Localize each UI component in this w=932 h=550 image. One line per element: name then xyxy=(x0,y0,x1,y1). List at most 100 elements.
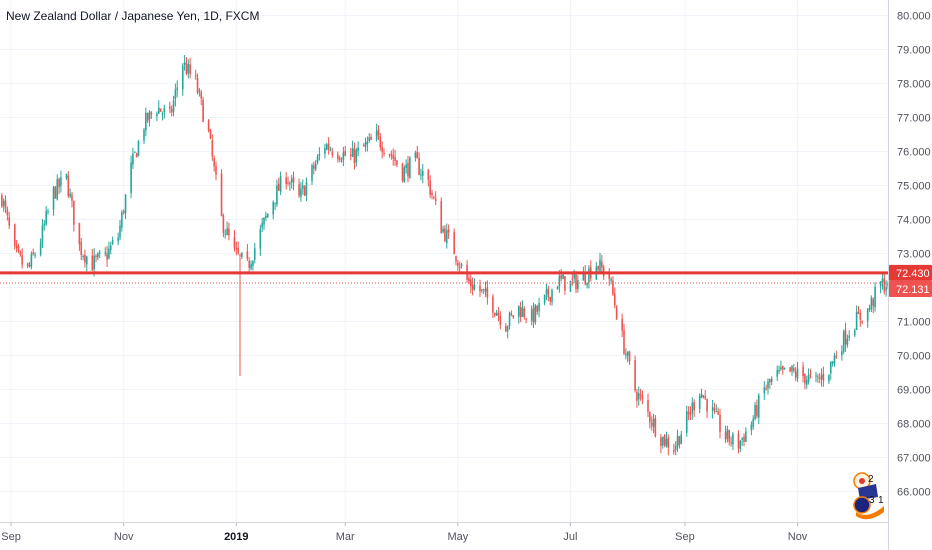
candle-body xyxy=(793,368,795,371)
candle-body xyxy=(750,424,753,430)
candle-body xyxy=(754,404,756,419)
candle-body xyxy=(499,315,502,325)
candle-body xyxy=(534,305,537,322)
candle-body xyxy=(715,410,718,412)
candle-body xyxy=(440,201,443,234)
candle-body xyxy=(608,274,611,279)
candle-body xyxy=(556,286,559,290)
candle-body xyxy=(434,198,437,202)
candle-body xyxy=(285,177,287,185)
candle-body xyxy=(802,366,804,376)
candle-body xyxy=(207,120,210,131)
candle-body xyxy=(2,200,5,207)
candle-body xyxy=(69,193,71,197)
candle-body xyxy=(702,395,705,398)
candle-body xyxy=(848,335,851,338)
candle-body xyxy=(473,285,476,290)
news-swoosh-icon xyxy=(856,506,884,520)
candle-body xyxy=(202,99,204,122)
candle-body xyxy=(673,449,675,452)
candle-body xyxy=(379,136,382,148)
candle-body xyxy=(421,170,424,176)
candle-body xyxy=(885,287,887,291)
candle-body xyxy=(82,255,84,257)
candle-body xyxy=(290,178,293,183)
candle-body xyxy=(108,248,110,259)
candle-body xyxy=(137,141,140,156)
candle-body xyxy=(30,254,33,267)
candle-body xyxy=(405,164,407,169)
candle-body xyxy=(769,379,771,383)
candle-body xyxy=(427,169,430,180)
candle-body xyxy=(73,200,75,225)
candle-body xyxy=(259,229,262,249)
candle-body xyxy=(743,436,745,442)
candle-body xyxy=(176,87,179,90)
candle-body xyxy=(737,433,740,449)
candle-body xyxy=(143,129,145,141)
candle-body xyxy=(67,175,70,197)
candle-body xyxy=(497,313,500,316)
candle-body xyxy=(362,145,365,147)
candle-body xyxy=(416,151,419,159)
candle-body xyxy=(621,318,623,331)
candle-body xyxy=(713,408,716,411)
candle-body xyxy=(364,142,367,147)
candle-body xyxy=(163,107,166,113)
candle-body xyxy=(17,246,20,251)
candle-body xyxy=(615,306,618,320)
candle-body xyxy=(340,160,343,162)
candle-body xyxy=(783,367,786,369)
candle-body xyxy=(665,438,668,447)
candle-body xyxy=(331,151,334,156)
candle-body xyxy=(172,100,175,112)
candle-body xyxy=(329,149,332,151)
candle-body xyxy=(543,294,546,303)
price-axis-label: 71.000 xyxy=(897,317,931,329)
candle-body xyxy=(313,165,315,169)
candle-body xyxy=(484,288,487,292)
candle-body xyxy=(327,143,330,150)
candle-body xyxy=(80,242,83,255)
candle-body xyxy=(844,330,847,345)
candle-body xyxy=(132,153,134,165)
candle-body xyxy=(200,92,203,99)
candle-body xyxy=(279,176,282,192)
candle-body xyxy=(719,414,721,432)
candle-body xyxy=(239,254,241,256)
candle-body xyxy=(252,260,254,266)
candle-body xyxy=(32,252,35,255)
event-badges[interactable]: 2 3 1 xyxy=(853,472,884,520)
price-axis-label: 76.000 xyxy=(897,147,931,159)
candle-body xyxy=(183,62,186,65)
candle-body xyxy=(34,254,36,256)
candle-body xyxy=(303,186,306,196)
candle-body xyxy=(375,131,378,140)
candle-body xyxy=(549,296,551,302)
candle-body xyxy=(381,147,383,153)
candle-body xyxy=(194,75,197,77)
candle-body xyxy=(820,375,823,380)
candle-body xyxy=(706,398,708,412)
news-flags-icon xyxy=(853,496,871,514)
candle-body xyxy=(519,307,522,318)
candle-body xyxy=(277,183,280,191)
candle-body xyxy=(689,413,692,415)
candle-body xyxy=(26,263,29,267)
candle-body xyxy=(545,289,548,294)
candle-body xyxy=(828,375,830,382)
candle-body xyxy=(13,224,16,246)
candle-body xyxy=(866,308,869,322)
candle-body xyxy=(224,233,227,235)
candle-body xyxy=(857,311,860,314)
candle-body xyxy=(874,286,876,308)
price-axis-label: 70.000 xyxy=(897,351,931,363)
candle-body xyxy=(739,440,742,450)
candle-body xyxy=(301,185,304,189)
candle-body xyxy=(420,174,422,176)
candle-body xyxy=(698,395,701,410)
candle-body xyxy=(763,387,766,394)
candle-body xyxy=(169,106,171,109)
candle-body xyxy=(349,154,352,156)
